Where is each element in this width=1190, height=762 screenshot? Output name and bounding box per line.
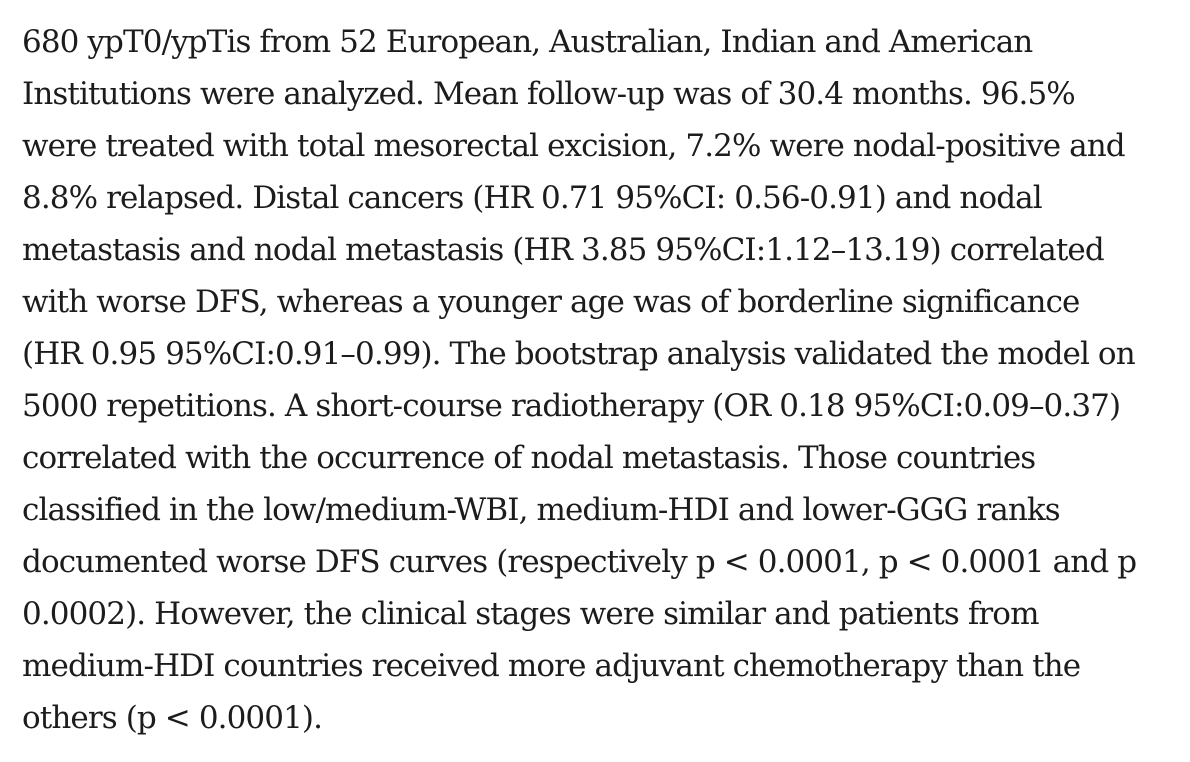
text-line: documented worse DFS curves (respectivel… — [22, 544, 1137, 580]
text-line: 0.0002). However, the clinical stages we… — [22, 596, 1039, 632]
text-line: with worse DFS, whereas a younger age wa… — [22, 284, 1080, 320]
text-line: others (p < 0.0001). — [22, 700, 323, 736]
abstract-paragraph: 680 ypT0/ypTis from 52 European, Austral… — [22, 16, 1182, 744]
text-line: were treated with total mesorectal excis… — [22, 128, 1126, 164]
text-line: 5000 repetitions. A short-course radioth… — [22, 388, 1121, 424]
text-line: metastasis and nodal metastasis (HR 3.85… — [22, 232, 1105, 268]
text-line: correlated with the occurrence of nodal … — [22, 440, 1036, 476]
text-line: 8.8% relapsed. Distal cancers (HR 0.71 9… — [22, 180, 1043, 216]
text-line: medium-HDI countries received more adjuv… — [22, 648, 1081, 684]
text-line: classified in the low/medium-WBI, medium… — [22, 492, 1061, 528]
text-line: (HR 0.95 95%CI:0.91–0.99). The bootstrap… — [22, 336, 1136, 372]
text-line: Institutions were analyzed. Mean follow-… — [22, 76, 1076, 112]
text-line: 680 ypT0/ypTis from 52 European, Austral… — [22, 24, 1033, 60]
